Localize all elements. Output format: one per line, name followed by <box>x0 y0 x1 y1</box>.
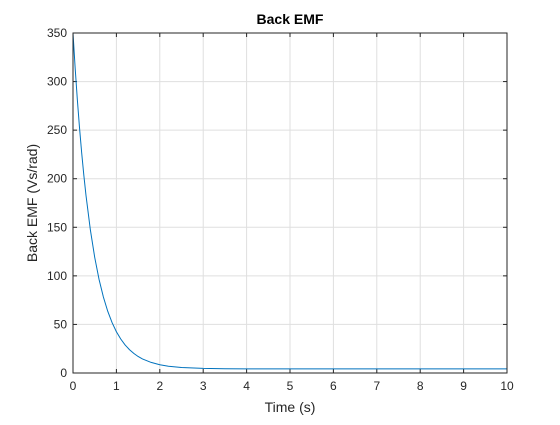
x-tick-label: 2 <box>156 379 163 393</box>
y-tick-label: 250 <box>47 123 67 137</box>
chart-title: Back EMF <box>257 11 324 27</box>
x-tick-label: 5 <box>287 379 294 393</box>
x-tick-label: 10 <box>500 379 514 393</box>
x-tick-label: 0 <box>70 379 77 393</box>
series-layer <box>72 32 507 370</box>
x-axis-label: Time (s) <box>265 399 316 415</box>
x-tick-label: 3 <box>200 379 207 393</box>
series-line <box>72 32 507 370</box>
x-tick-label: 8 <box>417 379 424 393</box>
x-tick-label: 9 <box>460 379 467 393</box>
y-tick-label: 0 <box>60 366 67 380</box>
y-tick-label: 300 <box>47 75 67 89</box>
y-tick-label: 100 <box>47 269 67 283</box>
y-axis-label: Back EMF (Vs/rad) <box>24 144 40 262</box>
y-tick-label: 50 <box>54 317 68 331</box>
x-tick-label: 1 <box>113 379 120 393</box>
x-tick-label: 4 <box>243 379 250 393</box>
x-tick-label: 6 <box>330 379 337 393</box>
y-tick-label: 150 <box>47 220 67 234</box>
x-tick-label: 7 <box>373 379 380 393</box>
y-tick-label: 350 <box>47 26 67 40</box>
axes-frame <box>72 32 508 374</box>
y-tick-label: 200 <box>47 172 67 186</box>
